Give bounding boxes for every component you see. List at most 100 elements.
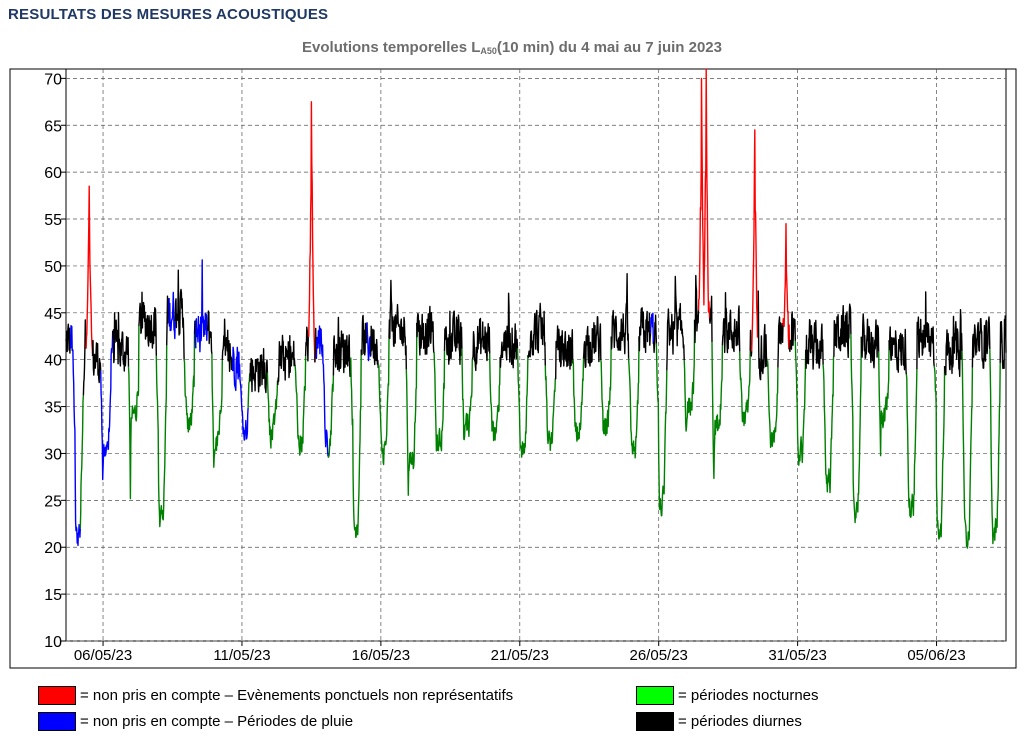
x-tick-label: 26/05/23 [630, 647, 688, 664]
y-tick-label: 45 [44, 306, 62, 323]
series-line-rain [100, 330, 114, 481]
series-line-night [600, 336, 612, 437]
series-line-night [905, 369, 918, 518]
series-line-events [751, 129, 759, 352]
series-line-day [138, 291, 157, 356]
series-line-night [683, 319, 696, 432]
series-line-events [697, 68, 711, 319]
series-line-day [206, 310, 213, 354]
series-line-day [174, 269, 185, 360]
legend-item-rain: = non pris en compte – Périodes de pluie [38, 712, 353, 731]
series-line-night [516, 348, 529, 458]
series-line-day [332, 316, 352, 377]
series-line-night [794, 340, 807, 466]
series-line-day [499, 292, 519, 369]
series-line-day [555, 325, 574, 380]
legend-item-day: = périodes diurnes [636, 712, 802, 731]
series-line-night [627, 336, 640, 459]
series-line-day [860, 313, 880, 369]
series-line-night [961, 350, 974, 549]
series-line-night [933, 366, 946, 540]
series-line-night [489, 353, 501, 442]
y-tick-label: 25 [44, 493, 62, 510]
series-line-night [183, 334, 196, 433]
series-line-night [655, 343, 668, 517]
series-line-rain [232, 346, 249, 441]
legend-label-night: = périodes nocturnes [678, 687, 819, 704]
series-line-day [582, 316, 602, 369]
series-line-day [788, 311, 796, 353]
legend-label-day: = périodes diurnes [678, 713, 802, 730]
y-tick-label: 40 [44, 353, 62, 370]
series-line-night [878, 340, 890, 457]
legend-label-events: = non pris en compte – Evènements ponctu… [80, 687, 514, 704]
series-line-day [314, 327, 317, 363]
series-line-night [327, 375, 335, 458]
y-tick-label: 30 [44, 446, 62, 463]
x-tick-label: 31/05/23 [768, 647, 826, 664]
legend-label-rain: = non pris en compte – Périodes de pluie [80, 713, 354, 730]
series-line-night [544, 365, 557, 451]
series-line-day [888, 326, 908, 375]
series-line-day [708, 295, 713, 343]
series-line-events [307, 101, 316, 363]
series-line-night [377, 337, 390, 466]
chart-title-prefix: Evolutions temporelles L [302, 39, 481, 56]
series-line-day [277, 334, 296, 386]
series-lines [65, 68, 1007, 549]
series-line-night [461, 348, 473, 441]
series-line-rain [366, 322, 372, 362]
series-line-day [721, 292, 741, 354]
series-line-day [388, 279, 407, 370]
y-tick-label: 65 [44, 118, 62, 135]
series-line-rain [315, 325, 329, 457]
y-tick-label: 20 [44, 540, 62, 557]
series-line-day [916, 291, 935, 370]
series-line-day [471, 317, 491, 372]
page-title: RESULTATS DES MESURES ACOUSTIQUES [8, 6, 329, 23]
series-line-night [79, 395, 85, 529]
series-line-day [805, 319, 824, 370]
y-tick-label: 35 [44, 400, 62, 417]
series-line-day [91, 339, 102, 384]
series-line-day [112, 311, 130, 372]
series-line-events [85, 185, 94, 357]
series-line-day [638, 307, 652, 354]
legend-item-night: = périodes nocturnes [636, 686, 819, 705]
series-line-events [782, 223, 791, 350]
y-tick-label: 70 [44, 71, 62, 88]
y-tick-label: 60 [44, 165, 62, 182]
series-line-day [304, 326, 309, 362]
series-line-day [999, 315, 1007, 370]
series-line-day [360, 314, 368, 356]
series-line-night [572, 358, 585, 442]
x-tick-label: 11/05/23 [213, 647, 270, 664]
series-line-night [433, 351, 446, 452]
series-line-day [65, 323, 72, 354]
legend-swatch-blue [38, 712, 76, 731]
series-line-night [711, 341, 724, 480]
legend-swatch-black [636, 712, 674, 731]
y-tick-label: 10 [44, 634, 62, 651]
series-line-day [249, 348, 269, 394]
series-line-night [294, 356, 307, 456]
series-line-night [350, 349, 362, 539]
series-line-day [652, 314, 658, 354]
line-chart: 10 15 20 25 30 35 40 45 50 55 60 65 70 06/05/23 11/05/… [9, 68, 1017, 669]
x-tick-label: 21/05/23 [491, 647, 549, 664]
series-line-day [757, 290, 769, 381]
x-tick-label: 05/06/23 [907, 647, 965, 664]
series-line-day [221, 318, 234, 372]
chart-title: Evolutions temporelles LA50(10 min) du 4… [0, 39, 1024, 56]
series-line-day [971, 316, 991, 369]
series-line-day [943, 309, 963, 378]
series-line-night [211, 353, 223, 468]
y-tick-label: 50 [44, 259, 62, 276]
series-line-night [155, 345, 168, 528]
series-line-night [822, 356, 835, 494]
series-line-day [832, 303, 852, 359]
series-line-day [370, 325, 380, 369]
series-line-night [739, 350, 751, 427]
series-line-day [527, 302, 546, 366]
series-line-rain [195, 259, 209, 353]
